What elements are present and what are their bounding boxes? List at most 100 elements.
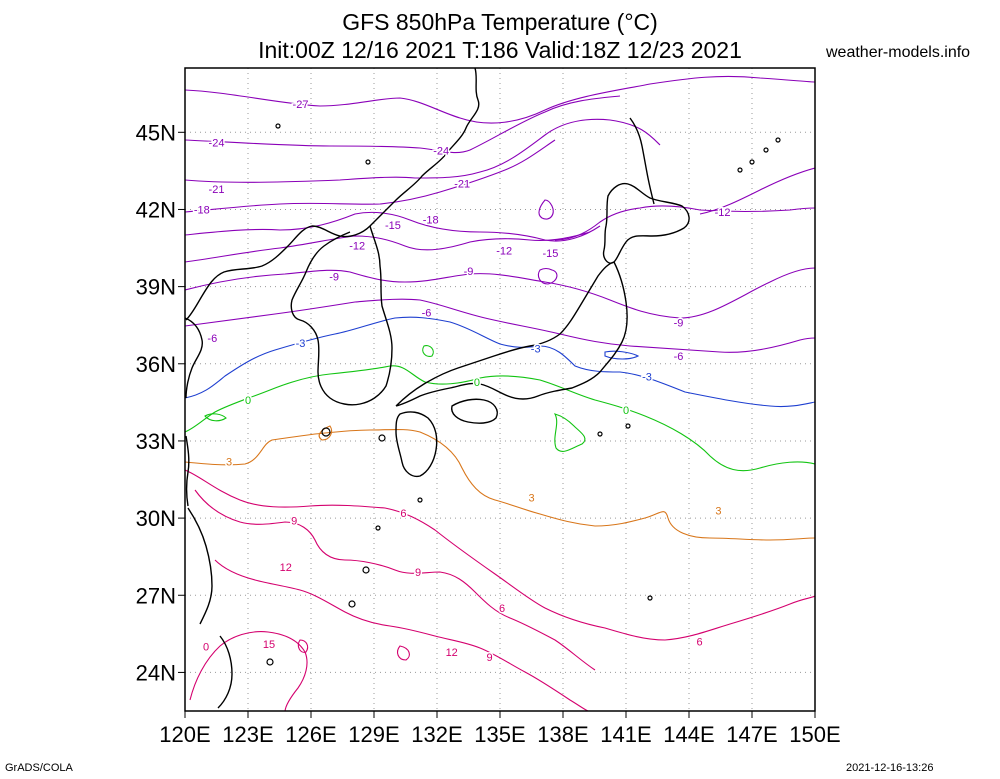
- contour-minus21: [185, 118, 661, 183]
- lat-tick-label: 24N: [136, 660, 176, 685]
- contour-label: -15: [385, 220, 401, 232]
- contour-minus27: [185, 75, 815, 124]
- lat-tick-label: 36N: [136, 352, 176, 377]
- axis-labels: 120E 123E 126E 129E 132E 135E 138E 141E 144E 147E…: [136, 120, 841, 747]
- contour-label: -24: [209, 138, 225, 150]
- lat-tick-label: 27N: [136, 583, 176, 608]
- contour-label: -18: [423, 215, 439, 227]
- contour-minus18-small: [537, 267, 558, 285]
- coast-kyushu: [395, 411, 438, 478]
- contour-label: 0: [623, 405, 629, 417]
- contour-label: 3: [226, 457, 232, 469]
- lon-tick-label: 126E: [285, 722, 336, 747]
- contour-label: 3: [528, 493, 534, 505]
- contour-zero: [185, 365, 815, 472]
- lat-tick-label: 42N: [136, 197, 176, 222]
- contour-zero-d: [422, 345, 434, 357]
- lon-tick-label: 144E: [663, 722, 714, 747]
- contour-label: 0: [203, 642, 209, 654]
- coastlines: [185, 68, 690, 709]
- lon-tick-label: 120E: [159, 722, 210, 747]
- contours-zero: [185, 345, 815, 472]
- footer-timestamp: 2021-12-16-13:26: [846, 762, 934, 774]
- contour-label: -3: [531, 343, 541, 355]
- contour-minus12: [185, 231, 591, 263]
- contour-label: 0: [245, 395, 251, 407]
- islands: [266, 123, 781, 666]
- lon-tick-label: 150E: [789, 722, 840, 747]
- contour-minus6: [185, 298, 815, 353]
- lat-tick-label: 30N: [136, 506, 176, 531]
- contour-fifteen: [189, 631, 308, 711]
- contour-label: -6: [422, 307, 432, 319]
- coast-mainland: [185, 68, 480, 321]
- lon-tick-label: 123E: [222, 722, 273, 747]
- contour-labels: -27 -24 -24 -21 -21 -18 -18 -15 -15 -12 -12 -12 -9 -9…: [192, 98, 732, 666]
- contour-label: 6: [696, 637, 702, 649]
- contours-cold: [185, 75, 815, 353]
- contour-label: -3: [296, 338, 306, 350]
- contour-twelve: [214, 559, 590, 711]
- contour-minus24: [185, 95, 621, 154]
- contour-label: -9: [674, 318, 684, 330]
- chart-title: GFS 850hPa Temperature (°C): [342, 9, 658, 35]
- contour-label: 9: [486, 652, 492, 664]
- contour-label: -9: [464, 266, 474, 278]
- contour-label: -3: [642, 372, 652, 384]
- chart-subtitle: Init:00Z 12/16 2021 T:186 Valid:18Z 12/2…: [258, 37, 742, 63]
- contour-six: [185, 469, 815, 641]
- contour-minus15-small: [538, 199, 554, 220]
- lon-tick-label: 147E: [726, 722, 777, 747]
- contour-label: 12: [446, 647, 458, 659]
- contour-label: -9: [329, 271, 339, 283]
- contour-minus12b: [699, 167, 815, 215]
- contour-label: 12: [280, 562, 292, 574]
- contour-minus3-islet: [604, 350, 640, 360]
- contour-label: -6: [207, 333, 217, 345]
- contour-label: -24: [433, 145, 449, 157]
- lon-tick-label: 141E: [600, 722, 651, 747]
- contour-label: -12: [349, 240, 365, 252]
- contour-zero-c: [204, 413, 227, 422]
- contour-label: -12: [496, 246, 512, 258]
- coast-shikoku: [451, 398, 498, 424]
- contour-three: [185, 428, 815, 541]
- lon-tick-label: 138E: [537, 722, 588, 747]
- coast-korea: [290, 225, 393, 406]
- contour-label: -15: [542, 248, 558, 260]
- contour-label: 6: [499, 603, 505, 615]
- site-label: weather-models.info: [826, 44, 971, 61]
- contour-warm-small: [397, 645, 410, 661]
- contour-label: 15: [263, 639, 275, 651]
- contour-label: -27: [293, 99, 309, 111]
- lat-tick-label: 33N: [136, 429, 176, 454]
- contour-label: -6: [674, 351, 684, 363]
- contour-warm-small2: [297, 639, 309, 653]
- contour-zero-b: [553, 413, 586, 452]
- coast-sakhalin: [629, 117, 655, 205]
- contour-label: 9: [415, 567, 421, 579]
- coast-hokkaido: [602, 182, 690, 264]
- contour-label: 3: [715, 505, 721, 517]
- coast-china-east: [185, 317, 213, 625]
- lat-tick-label: 39N: [136, 275, 176, 300]
- contour-label: -18: [194, 204, 210, 216]
- contour-minus15b: [554, 205, 815, 241]
- contour-label: -21: [209, 184, 225, 196]
- contours-warm: [185, 469, 815, 711]
- lon-tick-label: 132E: [411, 722, 462, 747]
- coast-honshu: [395, 261, 628, 407]
- coast-taiwan: [217, 635, 233, 709]
- lon-tick-label: 135E: [474, 722, 525, 747]
- lat-tick-label: 45N: [136, 120, 176, 145]
- contour-minus18: [185, 139, 556, 213]
- grid-lines: [185, 68, 815, 711]
- contour-minus3: [185, 316, 815, 408]
- contour-nine: [194, 489, 596, 671]
- contour-label: -12: [715, 207, 731, 219]
- contour-label: -21: [454, 179, 470, 191]
- contour-label: 6: [400, 508, 406, 520]
- contour-minus9: [185, 267, 815, 319]
- lon-tick-label: 129E: [348, 722, 399, 747]
